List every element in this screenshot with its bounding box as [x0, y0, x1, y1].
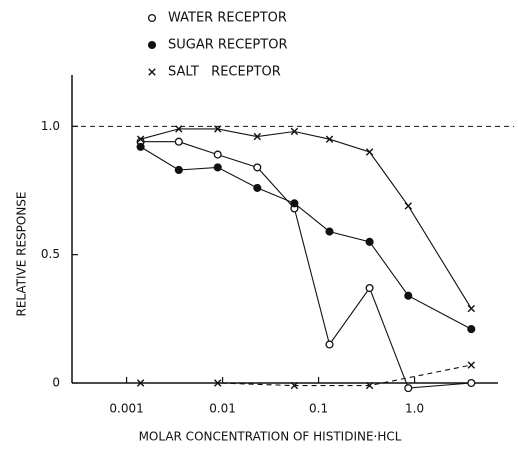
legend-marker [148, 68, 156, 76]
data-point [467, 325, 476, 334]
series-line [140, 146, 472, 330]
series-line [140, 141, 472, 389]
data-point [136, 135, 145, 143]
legend-label: WATER RECEPTOR [168, 11, 287, 26]
data-point [253, 183, 262, 192]
data-point [404, 384, 413, 393]
data-point [467, 361, 475, 369]
x-axis-label: MOLAR CONCENTRATION OF HISTIDINE·HCL [139, 430, 402, 444]
data-point [214, 379, 222, 387]
data-point [253, 163, 262, 172]
x-tick-label: 0.001 [109, 402, 143, 416]
data-point [136, 142, 145, 151]
data-point [404, 202, 412, 210]
data-point [325, 135, 334, 143]
series-line [140, 128, 472, 309]
x-tick-label: 0.1 [309, 402, 328, 416]
legend-label: SUGAR RECEPTOR [168, 38, 287, 53]
data-point [213, 163, 222, 172]
data-point [290, 199, 299, 208]
x-tick-label: 1.0 [405, 402, 424, 416]
y-tick-label: 0 [52, 376, 60, 390]
data-point [365, 237, 374, 246]
legend-label: SALT RECEPTOR [168, 65, 281, 80]
y-tick-label: 1.0 [41, 119, 60, 133]
data-point [365, 381, 374, 390]
data-point [136, 379, 145, 387]
data-point [290, 381, 299, 390]
data-point [467, 304, 475, 313]
legend-marker [147, 13, 157, 23]
data-point [325, 227, 334, 236]
data-point [174, 137, 183, 146]
data-point [253, 132, 261, 141]
data-point [213, 150, 222, 159]
data-point [214, 125, 222, 133]
y-axis-label: RELATIVE RESPONSE [15, 191, 29, 316]
data-point [467, 378, 476, 388]
legend-marker [147, 40, 157, 50]
data-point [365, 148, 374, 156]
data-point [290, 127, 299, 136]
data-point [174, 165, 183, 175]
data-point [404, 291, 413, 300]
x-tick-label: 0.01 [209, 402, 236, 416]
data-point [325, 340, 334, 349]
data-point [365, 283, 374, 293]
y-tick-label: 0.5 [41, 247, 60, 261]
data-point [175, 125, 183, 133]
